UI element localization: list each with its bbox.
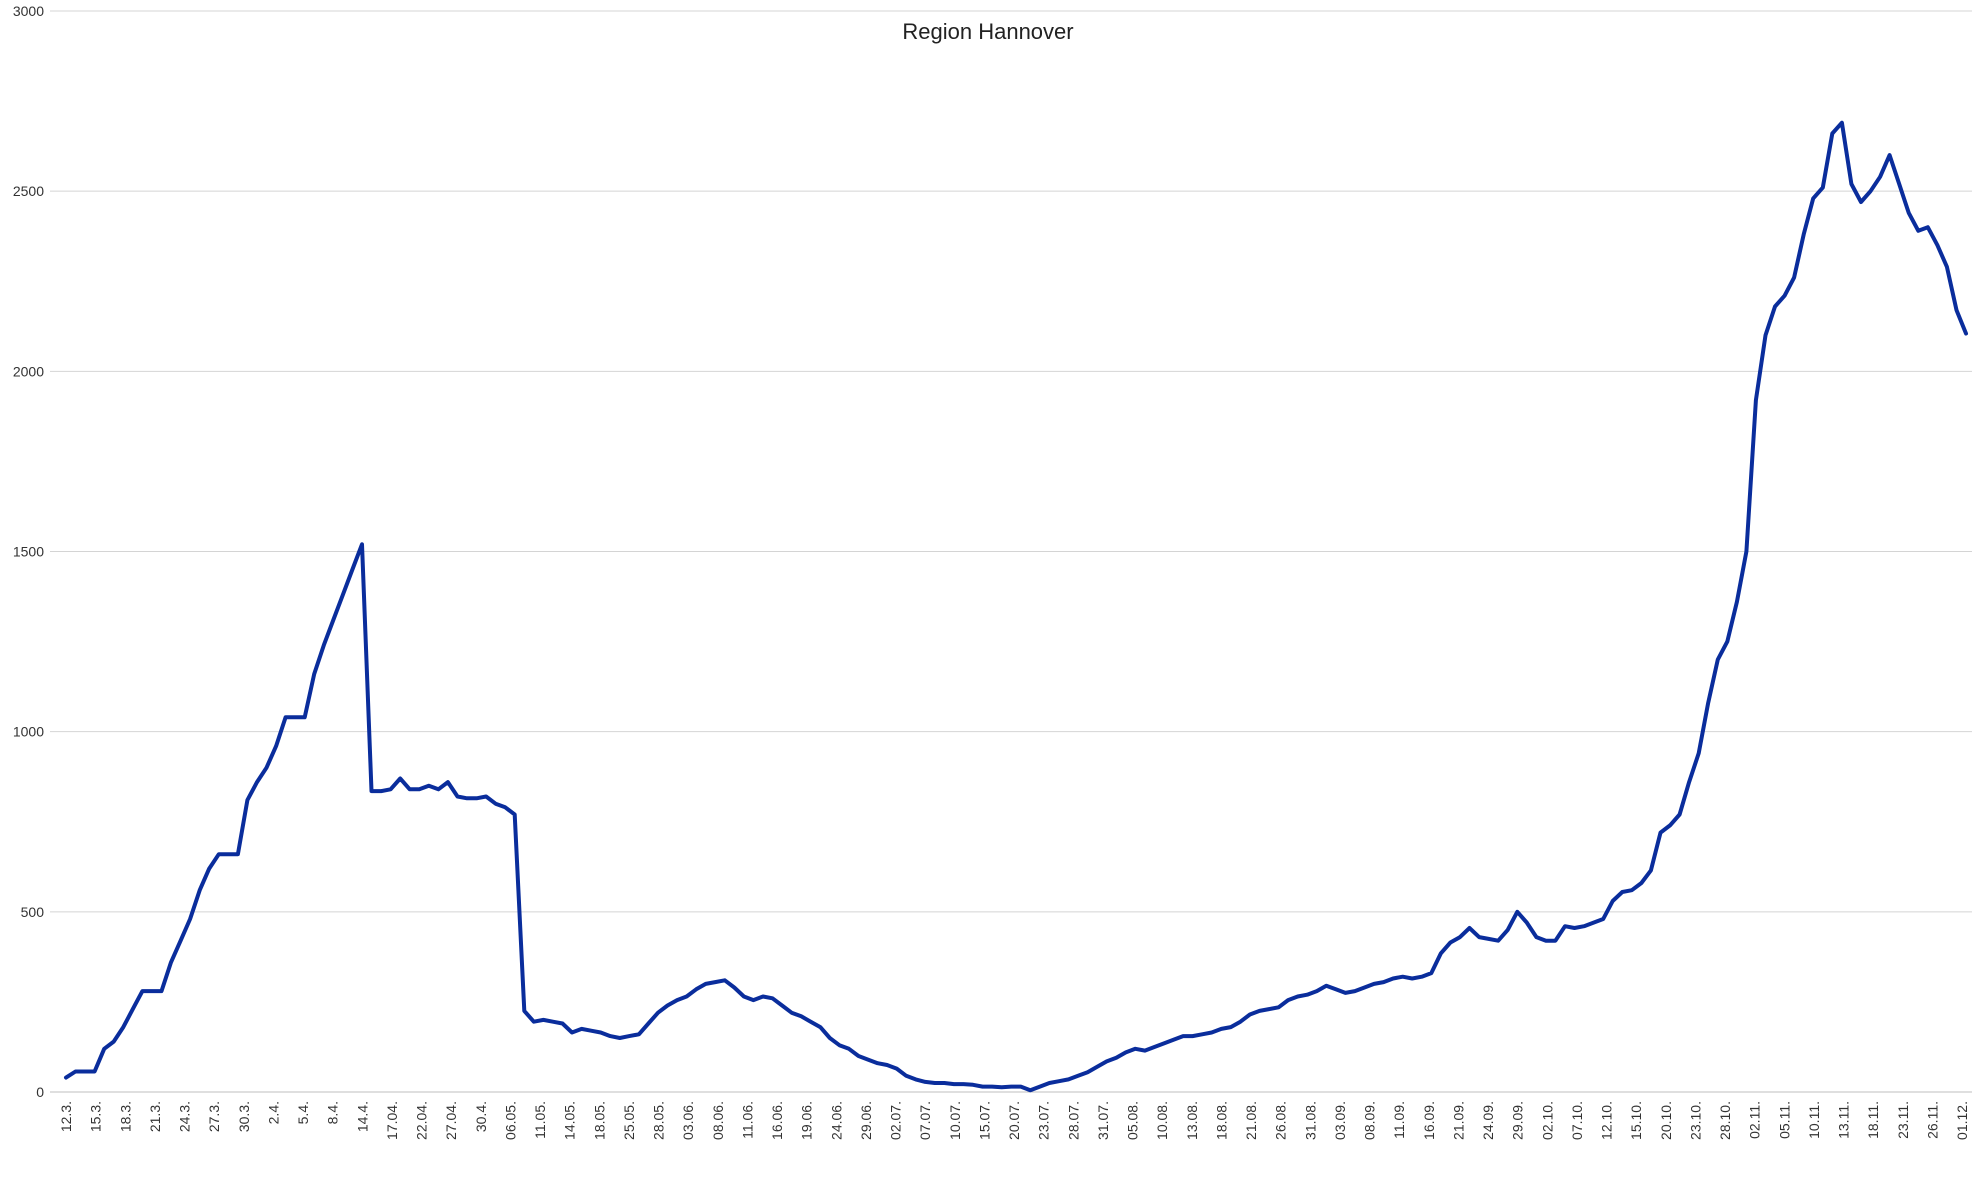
x-tick-label: 21.08. <box>1243 1101 1259 1140</box>
x-tick-label: 19.06. <box>799 1101 815 1140</box>
y-tick-label: 500 <box>21 904 45 920</box>
x-tick-label: 11.06. <box>739 1101 755 1139</box>
x-tick-label: 20.07. <box>1006 1101 1022 1140</box>
x-tick-label: 15.3. <box>88 1101 104 1132</box>
x-tick-labels: 12.3. 15.3. 18.3. 21.3. 24.3. 27.3. 30.3. 2.4. 5… <box>58 1101 1970 1140</box>
x-tick-label: 8.4. <box>325 1101 341 1124</box>
x-tick-label: 12.3. <box>58 1101 74 1132</box>
x-tick-label: 01.12. <box>1954 1101 1970 1140</box>
x-tick-label: 05.11. <box>1776 1101 1792 1139</box>
x-tick-label: 26.08. <box>1273 1101 1289 1140</box>
x-tick-label: 05.08. <box>1125 1101 1141 1140</box>
x-tick-label: 10.08. <box>1154 1101 1170 1140</box>
y-tick-label: 1000 <box>13 724 44 740</box>
x-tick-label: 22.04. <box>414 1101 430 1140</box>
series-line <box>64 120 1968 1093</box>
x-tick-label: 06.05. <box>502 1101 518 1140</box>
x-tick-label: 29.09. <box>1510 1101 1526 1140</box>
x-tick-label: 03.09. <box>1332 1101 1348 1140</box>
x-tick-label: 13.08. <box>1184 1101 1200 1140</box>
x-tick-label: 15.10. <box>1628 1101 1644 1140</box>
x-tick-label: 10.11. <box>1806 1101 1822 1139</box>
x-tick-label: 24.06. <box>828 1101 844 1140</box>
x-tick-label: 03.06. <box>680 1101 696 1140</box>
y-tick-label: 3000 <box>13 3 44 19</box>
x-tick-label: 15.07. <box>976 1101 992 1140</box>
x-tick-label: 21.3. <box>147 1101 163 1132</box>
x-tick-label: 27.3. <box>206 1101 222 1132</box>
x-tick-label: 21.09. <box>1450 1101 1466 1140</box>
x-tick-label: 08.06. <box>710 1101 726 1140</box>
x-tick-label: 12.10. <box>1599 1101 1615 1140</box>
series-layer <box>64 120 1968 1093</box>
x-tick-label: 18.05. <box>591 1101 607 1140</box>
x-tick-label: 18.3. <box>117 1101 133 1132</box>
x-tick-label: 28.10. <box>1717 1101 1733 1140</box>
x-tick-label: 5.4. <box>295 1101 311 1124</box>
x-tick-label: 30.4. <box>473 1101 489 1132</box>
y-tick-label: 2500 <box>13 183 44 199</box>
x-tick-label: 28.07. <box>1065 1101 1081 1140</box>
x-tick-label: 02.07. <box>888 1101 904 1140</box>
x-tick-label: 24.09. <box>1480 1101 1496 1140</box>
x-tick-label: 29.06. <box>858 1101 874 1140</box>
x-tick-label: 24.3. <box>177 1101 193 1132</box>
x-tick-label: 30.3. <box>236 1101 252 1132</box>
x-tick-label: 16.06. <box>769 1101 785 1140</box>
x-tick-label: 14.4. <box>354 1101 370 1132</box>
x-tick-label: 23.10. <box>1687 1101 1703 1140</box>
x-tick-label: 25.05. <box>621 1101 637 1140</box>
x-tick-label: 07.10. <box>1569 1101 1585 1140</box>
x-tick-label: 13.11. <box>1836 1101 1852 1139</box>
x-tick-label: 2.4. <box>265 1101 281 1124</box>
x-tick-label: 18.11. <box>1865 1101 1881 1139</box>
y-tick-label: 0 <box>36 1084 44 1100</box>
y-tick-label: 2000 <box>13 363 44 379</box>
x-tick-label: 28.05. <box>651 1101 667 1140</box>
x-tick-label: 20.10. <box>1658 1101 1674 1140</box>
x-tick-label: 02.10. <box>1539 1101 1555 1140</box>
x-tick-label: 07.07. <box>917 1101 933 1140</box>
x-tick-label: 23.07. <box>1036 1101 1052 1140</box>
x-tick-label: 31.08. <box>1302 1101 1318 1140</box>
x-tick-label: 10.07. <box>947 1101 963 1140</box>
x-tick-label: 08.09. <box>1362 1101 1378 1140</box>
x-tick-label: 17.04. <box>384 1101 400 1140</box>
x-tick-label: 11.05. <box>532 1101 548 1139</box>
x-tick-label: 26.11. <box>1924 1101 1940 1139</box>
chart-title: Region Hannover <box>902 19 1073 44</box>
x-tick-label: 23.11. <box>1895 1101 1911 1139</box>
x-tick-label: 14.05. <box>562 1101 578 1140</box>
x-tick-label: 16.09. <box>1421 1101 1437 1140</box>
x-tick-label: 31.07. <box>1095 1101 1111 1140</box>
x-tick-label: 02.11. <box>1747 1101 1763 1139</box>
y-tick-labels: 0 500 1000 1500 2000 2500 3000 <box>13 3 44 1100</box>
x-tick-label: 11.09. <box>1391 1101 1407 1139</box>
y-tick-label: 1500 <box>13 544 44 560</box>
x-tick-label: 27.04. <box>443 1101 459 1140</box>
x-tick-label: 18.08. <box>1213 1101 1229 1140</box>
